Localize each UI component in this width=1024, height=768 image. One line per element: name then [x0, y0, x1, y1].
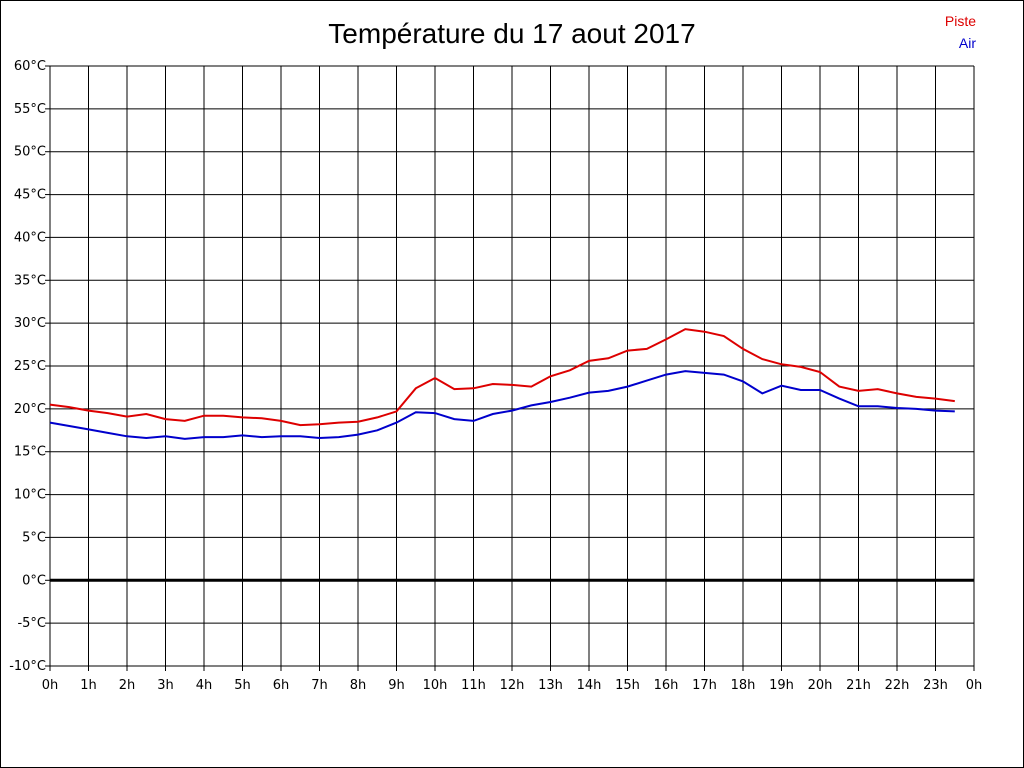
x-tick-label: 7h	[311, 678, 328, 693]
x-tick-label: 18h	[731, 678, 756, 693]
legend-piste: Piste	[945, 13, 976, 29]
y-tick-label: 40°C	[14, 230, 46, 245]
y-tick-label: 45°C	[14, 188, 46, 203]
y-tick-label: -10°C	[9, 659, 46, 674]
y-tick-label: 10°C	[14, 488, 46, 503]
x-tick-label: 15h	[615, 678, 640, 693]
series-line-air	[49, 370, 955, 440]
x-tick-label: 23h	[923, 678, 948, 693]
chart-title: Température du 17 aout 2017	[328, 18, 696, 49]
x-tick-label: 5h	[234, 678, 251, 693]
x-tick-label: 3h	[157, 678, 174, 693]
legend-piste-label: Piste	[944, 13, 976, 29]
y-tick-label: 55°C	[14, 102, 46, 117]
y-tick-label: 0°C	[22, 573, 46, 588]
x-tick-label: 9h	[388, 678, 405, 693]
x-tick-label: 8h	[350, 678, 367, 693]
y-tick-label: 60°C	[14, 59, 46, 74]
x-tick-label: 6h	[273, 678, 290, 693]
y-tick-label: 5°C	[22, 530, 46, 545]
x-tick-label: 12h	[500, 678, 525, 693]
x-tick-label: 2h	[119, 678, 136, 693]
y-tick-label: 30°C	[14, 316, 46, 331]
y-tick-label: -5°C	[17, 616, 46, 631]
x-tick-label: 17h	[692, 678, 717, 693]
x-tick-label: 0h	[966, 678, 983, 693]
legend-air-label: Air	[958, 35, 976, 51]
x-tick-label: 4h	[196, 678, 213, 693]
x-tick-label: 10h	[423, 678, 448, 693]
x-tick-label: 19h	[769, 678, 794, 693]
x-tick-label: 11h	[461, 678, 486, 693]
y-tick-label: 50°C	[14, 145, 46, 160]
x-tick-label: 21h	[846, 678, 871, 693]
x-tick-label: 20h	[808, 678, 833, 693]
y-tick-label: 25°C	[14, 359, 46, 374]
y-tick-label: 15°C	[14, 445, 46, 460]
x-tick-label: 22h	[885, 678, 910, 693]
x-tick-label: 1h	[80, 678, 97, 693]
legend-air: Air	[959, 35, 976, 51]
x-tick-label: 13h	[538, 678, 563, 693]
x-tick-label: 14h	[577, 678, 602, 693]
x-tick-label: 16h	[654, 678, 679, 693]
x-tick-label: 0h	[42, 678, 59, 693]
y-tick-label: 35°C	[14, 273, 46, 288]
y-tick-label: 20°C	[14, 402, 46, 417]
series-line-piste	[49, 328, 955, 427]
